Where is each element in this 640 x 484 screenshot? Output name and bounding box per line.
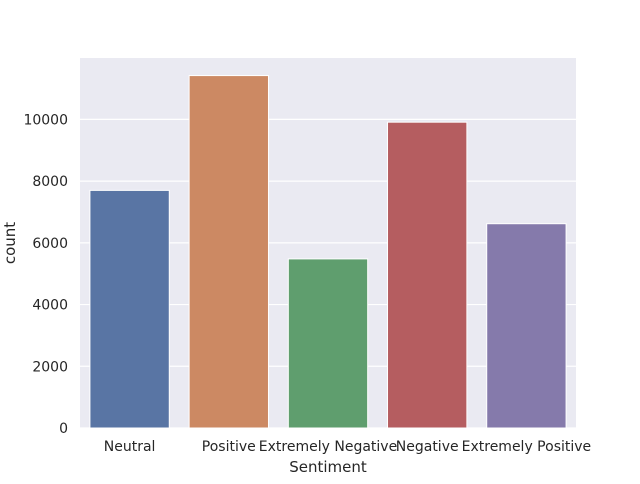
y-tick-label: 8000 [32,174,68,190]
x-tick-label: Neutral [104,439,156,455]
y-tick-labels: 0 2000 4000 6000 8000 10000 [23,112,68,437]
bar-positive [188,75,269,429]
bar-extremely-negative [287,258,369,429]
bar-negative [387,121,468,429]
bar-extremely-positive [486,223,567,429]
x-tick-label: Extremely Positive [462,439,592,455]
x-tick-labels: Neutral Positive Extremely NegativeNegativ… [104,439,591,455]
y-tick-label: 6000 [32,236,68,252]
y-tick-label: 10000 [23,112,68,128]
y-axis-label: count [1,222,19,264]
bars [89,75,567,429]
y-tick-label: 2000 [32,359,68,375]
bar-neutral [89,189,170,429]
y-tick-label: 4000 [32,298,68,314]
y-tick-label: 0 [59,421,68,437]
x-axis-label: Sentiment [289,458,367,476]
x-tick-label: Extremely Negative [259,439,397,455]
x-tick-label: Positive [202,439,256,455]
x-tick-label: Negative [396,439,459,455]
